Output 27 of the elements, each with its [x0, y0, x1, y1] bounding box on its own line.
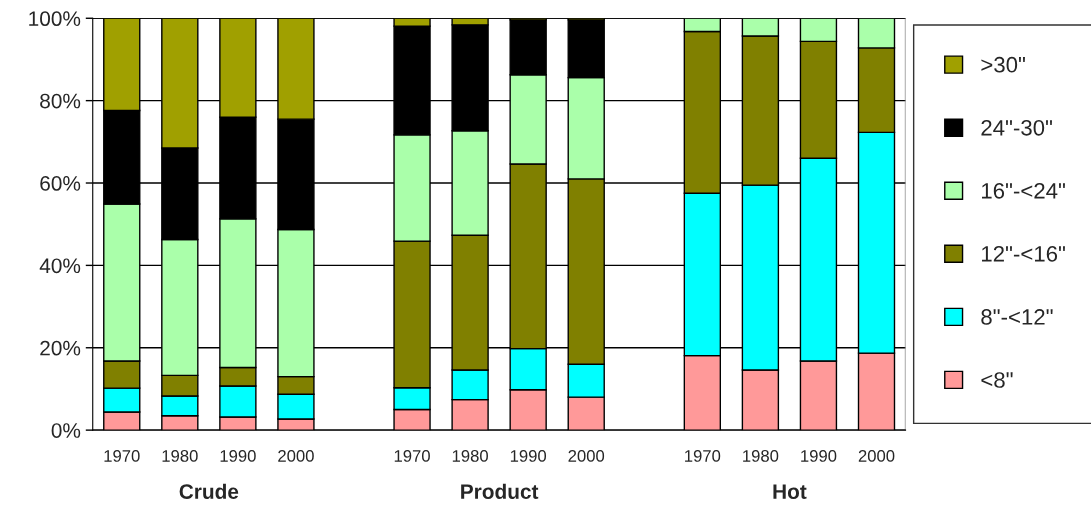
- y-tick-label: 80%: [40, 93, 81, 109]
- x-tick-label: 1970: [104, 450, 140, 462]
- x-tick-label: 1980: [162, 450, 198, 462]
- x-tick-label: 1990: [220, 450, 256, 462]
- text: Hot: [773, 484, 807, 499]
- y-tick-label: 60%: [40, 176, 81, 191]
- y-tick-label: 0%: [51, 423, 81, 438]
- legend-label: 12"-<16": [982, 246, 1065, 262]
- legend-label: 24"-30": [981, 119, 1052, 136]
- x-tick-label: 1980: [743, 450, 779, 462]
- legend-label: >30": [981, 56, 1025, 73]
- x-tick-label: 1980: [452, 450, 488, 462]
- y-tick-label: 20%: [40, 340, 81, 356]
- x-tick-label: 2000: [278, 450, 314, 462]
- x-tick-label: 2000: [858, 450, 895, 462]
- x-tick-label: 1970: [394, 450, 430, 462]
- text: Crude: [179, 483, 239, 499]
- x-tick-label: 1970: [685, 450, 721, 462]
- legend-label: <8": [981, 372, 1013, 388]
- x-tick-label: 1990: [510, 450, 547, 462]
- legend-label: 16"-<24": [982, 182, 1065, 199]
- text: Product: [461, 483, 539, 499]
- x-tick-label: 1990: [801, 450, 837, 462]
- x-tick-label: 2000: [568, 450, 605, 462]
- legend-label: 8"-<12": [981, 309, 1053, 325]
- y-tick-label: 100%: [29, 11, 81, 27]
- y-tick-label: 40%: [39, 258, 81, 274]
